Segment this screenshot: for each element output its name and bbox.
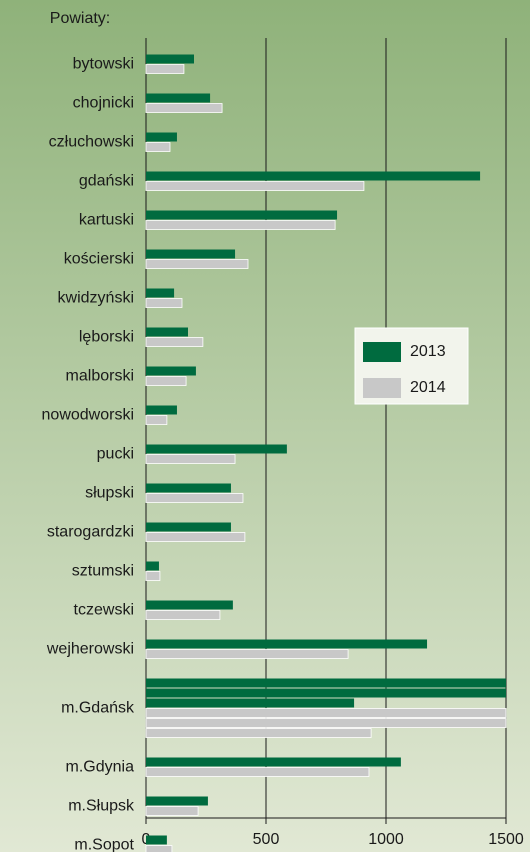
axis-title: Powiaty: <box>50 10 110 27</box>
bar <box>146 835 167 845</box>
bar <box>145 415 168 425</box>
legend-swatch <box>363 378 401 398</box>
bar <box>145 610 221 620</box>
bar <box>146 483 231 493</box>
legend-label: 2013 <box>410 343 446 360</box>
bar <box>146 600 233 610</box>
category-label: słupski <box>85 485 134 502</box>
bar <box>145 718 507 728</box>
bar <box>145 454 236 464</box>
bar <box>146 688 506 698</box>
x-tick-label: 1000 <box>368 831 404 848</box>
bar <box>146 366 196 376</box>
bar <box>145 532 246 542</box>
category-label: tczewski <box>74 602 134 619</box>
category-label: gdański <box>79 173 134 190</box>
bar <box>146 522 231 532</box>
category-label: pucki <box>97 446 134 463</box>
bar <box>146 249 236 259</box>
bar <box>145 708 507 718</box>
bar <box>145 845 173 852</box>
x-tick-label: 500 <box>253 831 280 848</box>
x-tick-label: 1500 <box>488 831 524 848</box>
bar <box>145 571 161 581</box>
bar <box>146 132 177 142</box>
bar <box>145 649 349 659</box>
bar <box>146 405 177 415</box>
legend-box <box>354 327 469 405</box>
legend-label: 2014 <box>410 379 446 396</box>
bar <box>145 181 365 191</box>
legend-swatch <box>363 342 401 362</box>
bar <box>146 54 194 64</box>
bar <box>146 288 175 298</box>
bar <box>145 806 199 816</box>
bar <box>146 444 287 454</box>
bar <box>145 103 223 113</box>
category-label: nowodworski <box>42 407 134 424</box>
bar <box>146 327 188 337</box>
category-label: sztumski <box>72 563 134 580</box>
bar <box>145 298 183 308</box>
category-label: malborski <box>66 368 134 385</box>
bar <box>145 142 171 152</box>
bar <box>146 796 208 806</box>
bar <box>146 210 338 220</box>
category-label: m.Gdańsk <box>61 700 135 717</box>
bar <box>145 728 372 738</box>
category-label: lęborski <box>79 329 134 346</box>
category-label: m.Słupsk <box>68 798 135 815</box>
bar <box>145 220 336 230</box>
category-label: chojnicki <box>73 95 134 112</box>
bar <box>145 259 249 269</box>
bar <box>145 767 370 777</box>
category-label: człuchowski <box>49 134 134 151</box>
category-label: bytowski <box>73 56 134 73</box>
category-label: kościerski <box>64 251 134 268</box>
category-label: m.Gdynia <box>66 759 135 776</box>
bar <box>145 64 185 74</box>
bar <box>145 337 204 347</box>
bar <box>146 678 506 688</box>
bar <box>146 757 401 767</box>
category-label: wejherowski <box>46 641 134 658</box>
category-label: kartuski <box>79 212 134 229</box>
bar <box>145 493 244 503</box>
bar <box>146 171 481 181</box>
bar <box>146 93 211 103</box>
bar <box>146 561 159 571</box>
bar <box>146 698 355 708</box>
bar <box>145 376 187 386</box>
category-label: kwidzyński <box>58 290 134 307</box>
category-label: m.Sopot <box>74 837 134 852</box>
bar <box>146 639 428 649</box>
category-label: starogardzki <box>47 524 134 541</box>
